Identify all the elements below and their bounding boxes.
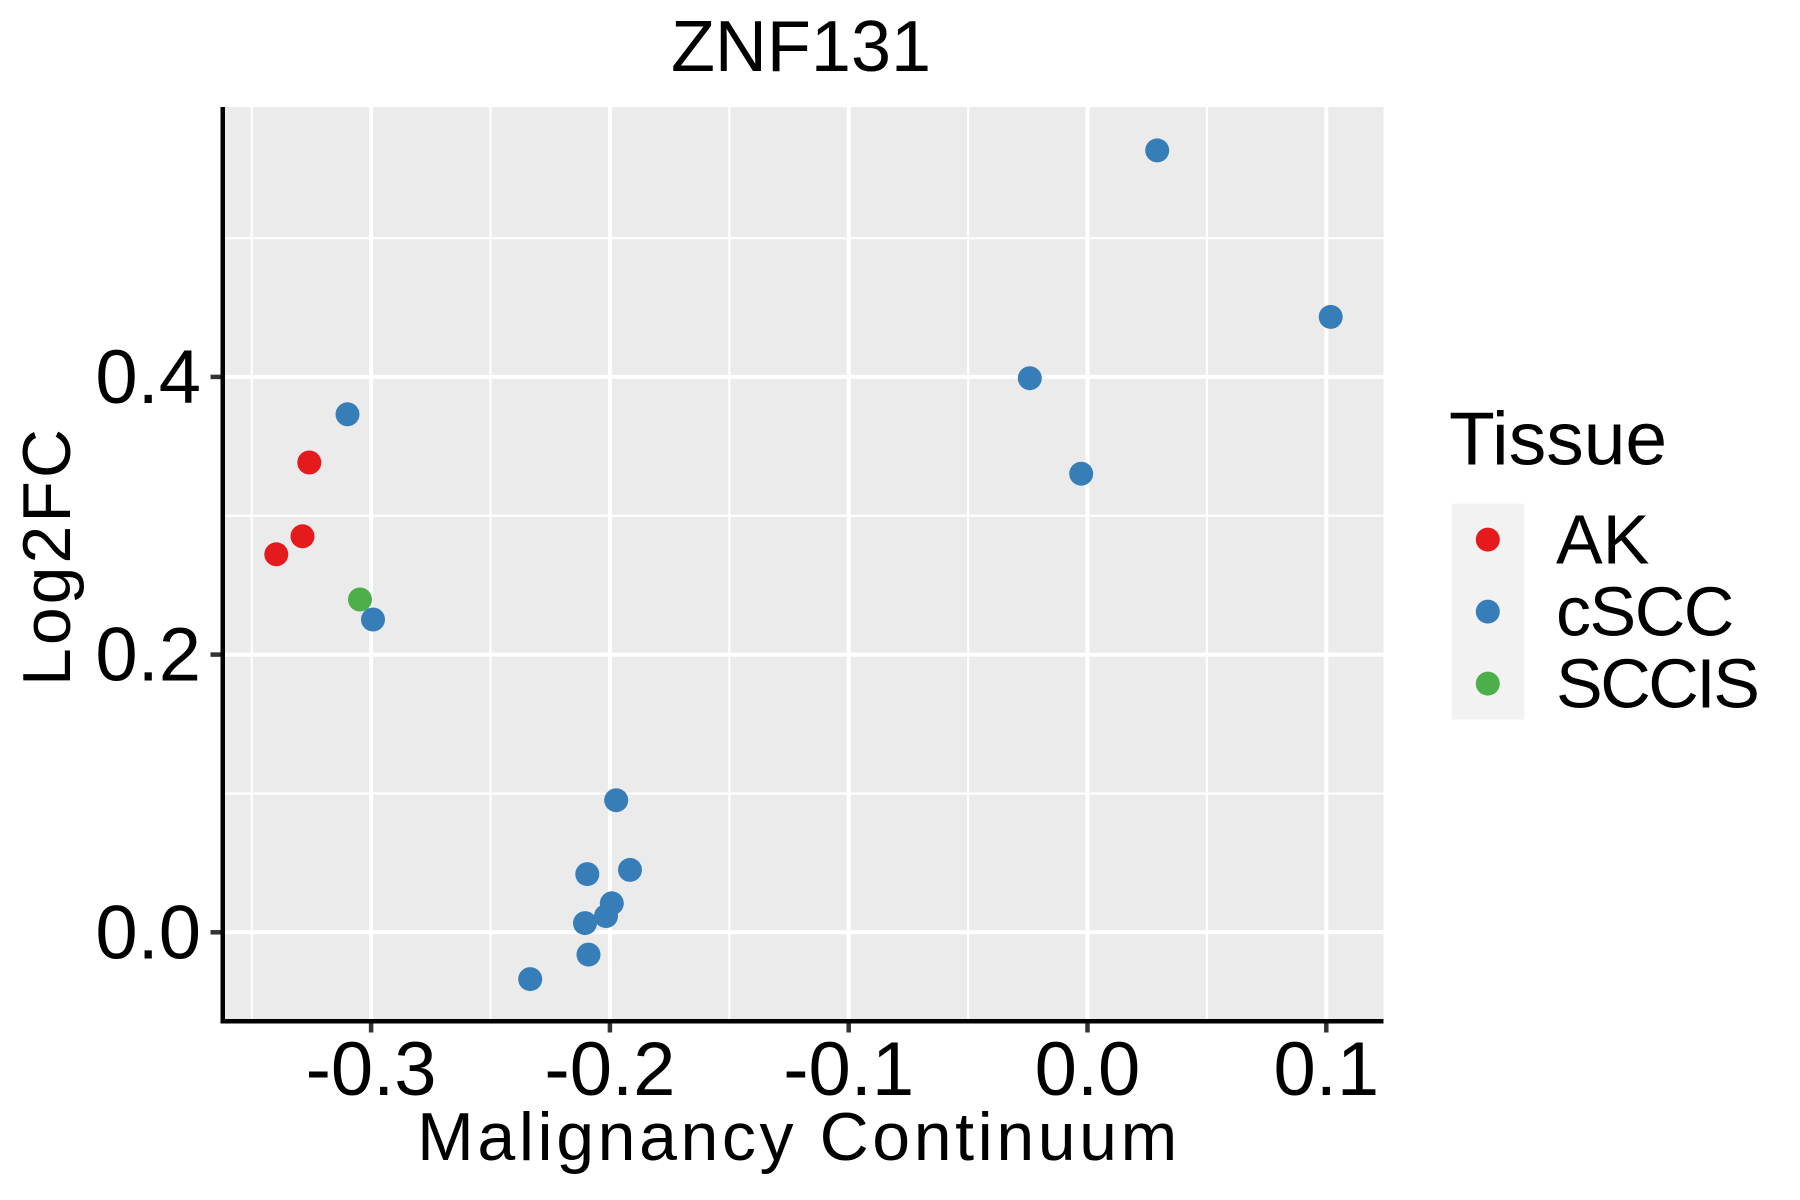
svg-text:SCCIS: SCCIS: [1556, 645, 1757, 723]
svg-text:Malignancy Continuum: Malignancy Continuum: [417, 1099, 1181, 1175]
svg-text:AK: AK: [1556, 501, 1649, 579]
svg-text:Log2FC: Log2FC: [9, 426, 85, 686]
svg-text:-0.1: -0.1: [783, 1027, 914, 1112]
svg-text:0.1: 0.1: [1273, 1027, 1379, 1112]
svg-text:0.4: 0.4: [95, 335, 201, 420]
svg-text:-0.2: -0.2: [544, 1027, 675, 1112]
svg-text:0.2: 0.2: [95, 613, 201, 698]
svg-text:ZNF131: ZNF131: [671, 7, 931, 87]
svg-text:0.0: 0.0: [95, 890, 201, 975]
svg-text:0.0: 0.0: [1035, 1027, 1141, 1112]
svg-text:Tissue: Tissue: [1449, 397, 1667, 481]
svg-text:-0.3: -0.3: [306, 1027, 437, 1112]
svg-text:cSCC: cSCC: [1556, 573, 1733, 651]
